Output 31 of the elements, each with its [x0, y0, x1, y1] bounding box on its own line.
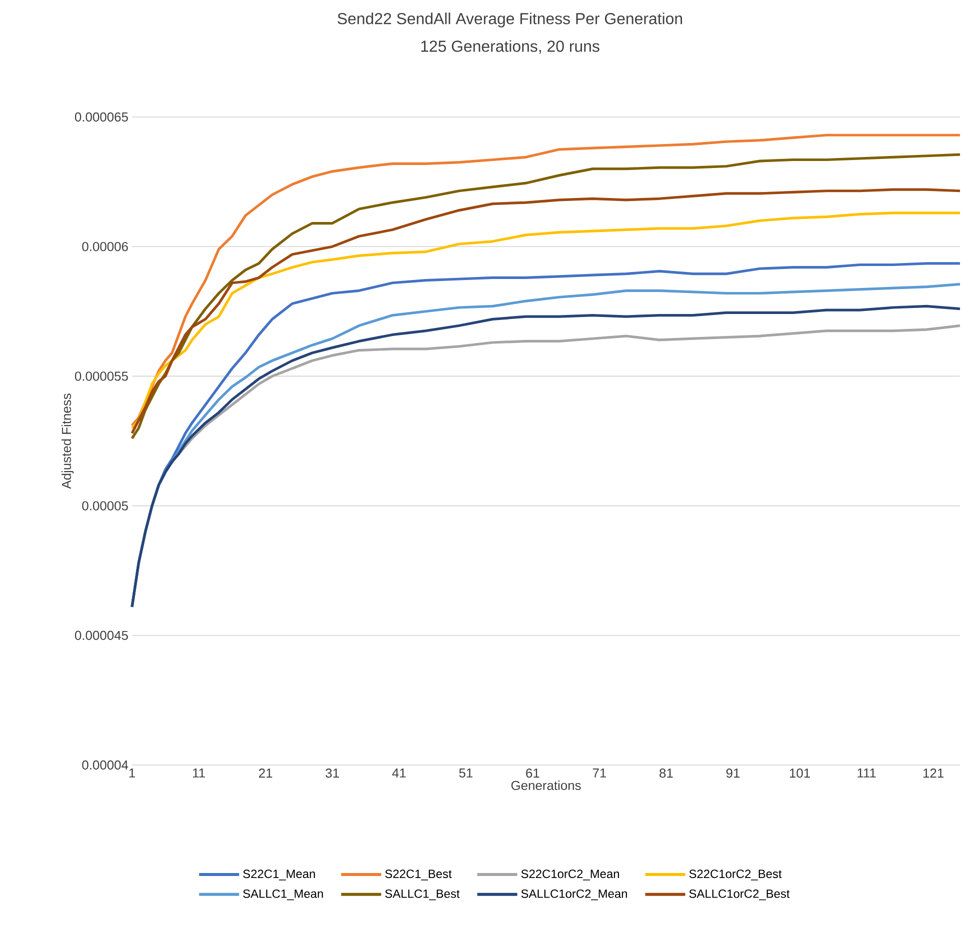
y-tick-label: 0.000055 — [74, 372, 128, 381]
y-tick-label: 0.00006 — [82, 242, 128, 252]
x-tick-label: 41 — [392, 768, 406, 778]
legend-label: SALLC1orC2_Best — [689, 889, 790, 900]
x-tick-label: 81 — [660, 768, 673, 778]
y-axis-title: Adjusted Fitness — [62, 394, 74, 489]
x-tick-label: 91 — [726, 768, 740, 778]
chart-title: Send22 SendAll Average Fitness Per Generation — [338, 12, 682, 28]
x-axis-title: Generations — [511, 780, 581, 790]
x-tick-label: 1 — [129, 768, 135, 778]
x-tick-label: 61 — [526, 768, 540, 778]
legend-label: SALLC1_Mean — [243, 889, 323, 900]
legend-label: SALLC1orC2_Mean — [521, 889, 627, 900]
y-tick-label: 0.000065 — [74, 112, 128, 122]
y-tick-label: 0.00005 — [82, 501, 128, 510]
legend-label: SALLC1_Best — [385, 889, 460, 900]
x-tick-label: 101 — [790, 768, 810, 778]
x-tick-label: 71 — [592, 768, 606, 778]
y-tick-label: 0.00004 — [82, 760, 128, 770]
x-tick-label: 11 — [193, 768, 205, 778]
legend-label: S22C1_Best — [385, 870, 452, 880]
x-tick-label: 21 — [259, 768, 272, 778]
x-tick-label: 31 — [326, 768, 339, 778]
legend-label: S22C1orC2_Best — [689, 870, 782, 880]
legend-label: S22C1_Mean — [243, 870, 315, 880]
chart-subtitle: 125 Generations, 20 runs — [421, 40, 600, 54]
y-tick-label: 0.000045 — [74, 630, 128, 640]
legend-label: S22C1orC2_Mean — [521, 870, 619, 880]
x-tick-label: 111 — [858, 768, 876, 778]
x-tick-label: 51 — [459, 768, 472, 778]
x-tick-label: 121 — [923, 768, 944, 778]
